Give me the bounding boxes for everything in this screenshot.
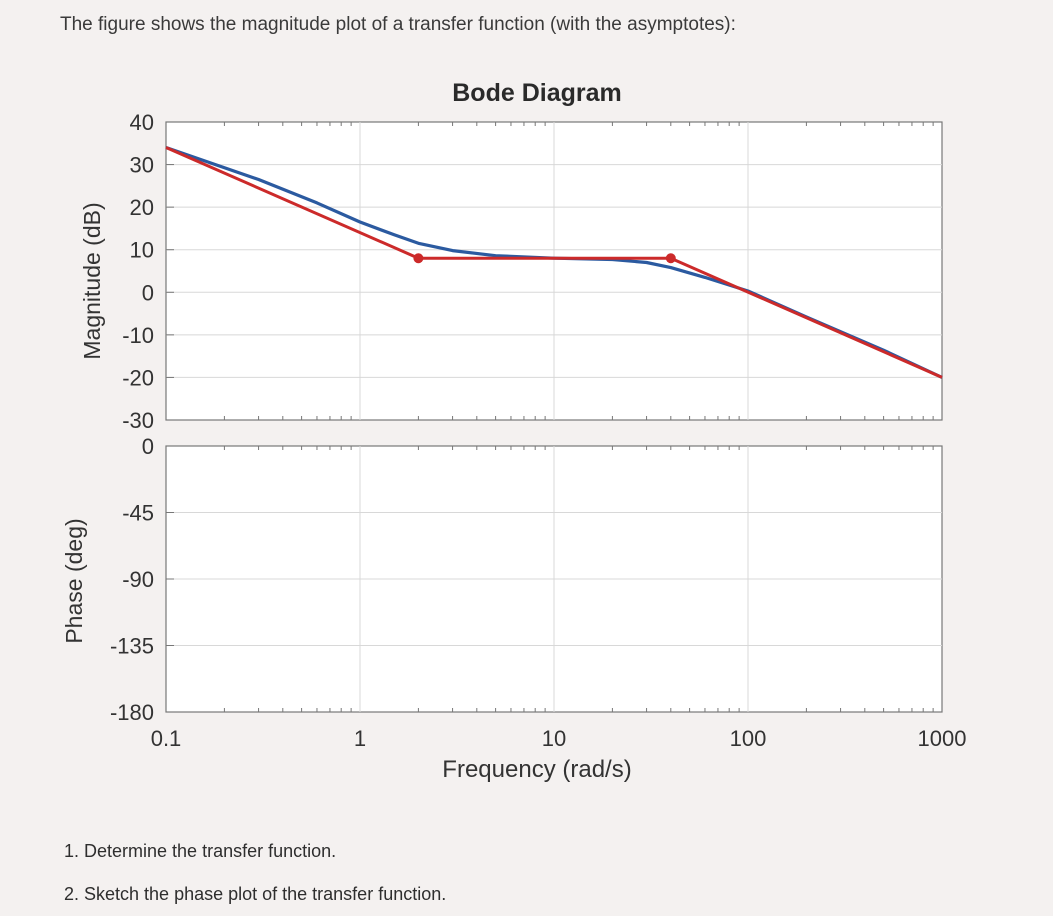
breakpoint-marker (665, 253, 676, 264)
question-2: 2. Sketch the phase plot of the transfer… (64, 884, 447, 904)
magnitude-y-axis-label: Magnitude (dB) (79, 202, 105, 359)
x-axis-ticks: 0.1 1 10 100 1000 (151, 726, 967, 751)
questions-list: 1. Determine the transfer function. 2. S… (64, 830, 446, 916)
magnitude-y-tick-label: -20 (122, 365, 154, 390)
phase-panel: 0 -45 -90 -135 -180 Phase (deg) (61, 434, 943, 725)
x-tick-label: 10 (542, 726, 566, 751)
intro-text: The figure shows the magnitude plot of a… (60, 14, 736, 35)
x-axis-label: Frequency (rad/s) (442, 756, 631, 783)
phase-y-tick-label: -90 (122, 567, 154, 592)
magnitude-panel: 40 30 20 10 0 -10 -20 -30 Magnitude (dB) (79, 110, 943, 433)
x-tick-label: 100 (730, 726, 767, 751)
phase-y-tick-label: -45 (122, 501, 154, 526)
phase-y-axis-label: Phase (deg) (61, 518, 87, 643)
magnitude-y-tick-label: 10 (130, 238, 154, 263)
magnitude-y-tick-label: 0 (142, 280, 154, 305)
chart-title: Bode Diagram (452, 79, 621, 107)
asymptote-line (165, 146, 943, 379)
x-tick-label: 1 (354, 726, 366, 751)
magnitude-y-tick-label: 40 (130, 110, 154, 135)
phase-y-tick-label: -180 (110, 700, 154, 725)
phase-y-tick-label: -135 (110, 634, 154, 659)
magnitude-y-tick-label: 30 (130, 153, 154, 178)
x-tick-label: 0.1 (151, 726, 182, 751)
breakpoint-marker (413, 253, 424, 264)
x-tick-label: 1000 (918, 726, 967, 751)
phase-y-tick-label: 0 (142, 434, 154, 459)
magnitude-y-tick-label: -30 (122, 408, 154, 433)
magnitude-y-tick-label: 20 (130, 195, 154, 220)
magnitude-y-tick-label: -10 (122, 323, 154, 348)
question-1: 1. Determine the transfer function. (64, 841, 337, 861)
